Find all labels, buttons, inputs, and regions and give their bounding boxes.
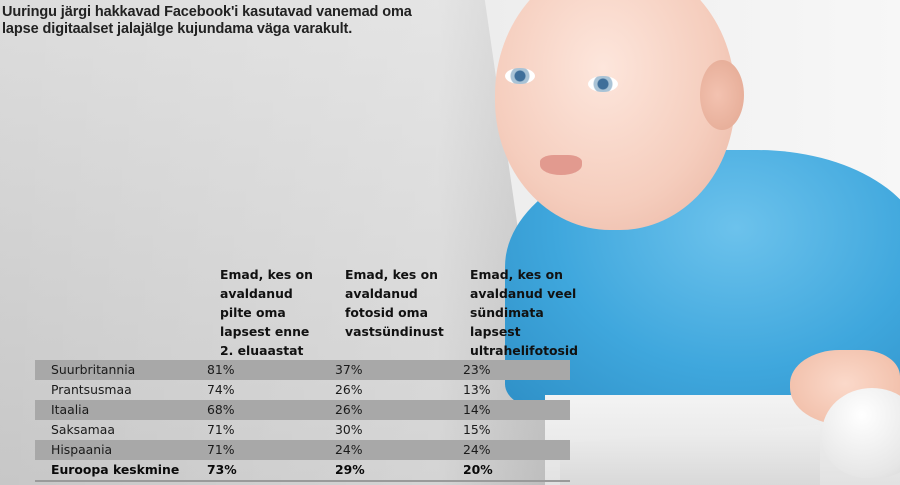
cell-value: 13% (463, 382, 491, 397)
column-header-1: Emad, kes on avaldanud pilte oma lapsest… (220, 267, 313, 358)
baby-eye-left (505, 68, 535, 84)
cell-value: 20% (463, 462, 493, 477)
cell-value: 74% (207, 382, 235, 397)
cell-value: 23% (463, 362, 491, 377)
computer-mouse (822, 388, 900, 478)
data-table: Suurbritannia 81% 37% 23% Prantsusmaa 74… (35, 360, 570, 482)
cell-value: 15% (463, 422, 491, 437)
cell-value: 81% (207, 362, 235, 377)
row-label: Suurbritannia (51, 362, 136, 377)
cell-value: 71% (207, 422, 235, 437)
cell-value: 30% (335, 422, 363, 437)
cell-value: 37% (335, 362, 363, 377)
row-label: Prantsusmaa (51, 382, 132, 397)
table-row-euroopa-keskmine: Euroopa keskmine 73% 29% 20% (35, 460, 570, 482)
cell-value: 73% (207, 462, 237, 477)
column-header-3: Emad, kes on avaldanud veel sündimata la… (470, 267, 579, 358)
cell-value: 26% (335, 402, 363, 417)
cell-value: 14% (463, 402, 491, 417)
table-row-suurbritannia: Suurbritannia 81% 37% 23% (35, 360, 570, 380)
row-label: Itaalia (51, 402, 90, 417)
row-label: Saksamaa (51, 422, 115, 437)
cell-value: 26% (335, 382, 363, 397)
cell-value: 24% (335, 442, 363, 457)
cell-value: 71% (207, 442, 235, 457)
table-row-itaalia: Itaalia 68% 26% 14% (35, 400, 570, 420)
headline: Uuringu järgi hakkavad Facebook'i kasuta… (2, 4, 412, 37)
row-label: Hispaania (51, 442, 113, 457)
table-row-hispaania: Hispaania 71% 24% 24% (35, 440, 570, 460)
baby-eye-right (588, 76, 618, 92)
cell-value: 29% (335, 462, 365, 477)
baby-ear (700, 60, 744, 130)
cell-value: 24% (463, 442, 491, 457)
table-row-prantsusmaa: Prantsusmaa 74% 26% 13% (35, 380, 570, 400)
row-label: Euroopa keskmine (51, 462, 180, 477)
baby-head (495, 0, 735, 230)
cell-value: 68% (207, 402, 235, 417)
baby-mouth (540, 155, 582, 175)
table-row-saksamaa: Saksamaa 71% 30% 15% (35, 420, 570, 440)
column-header-2: Emad, kes on avaldanud fotosid oma vasts… (345, 267, 444, 339)
